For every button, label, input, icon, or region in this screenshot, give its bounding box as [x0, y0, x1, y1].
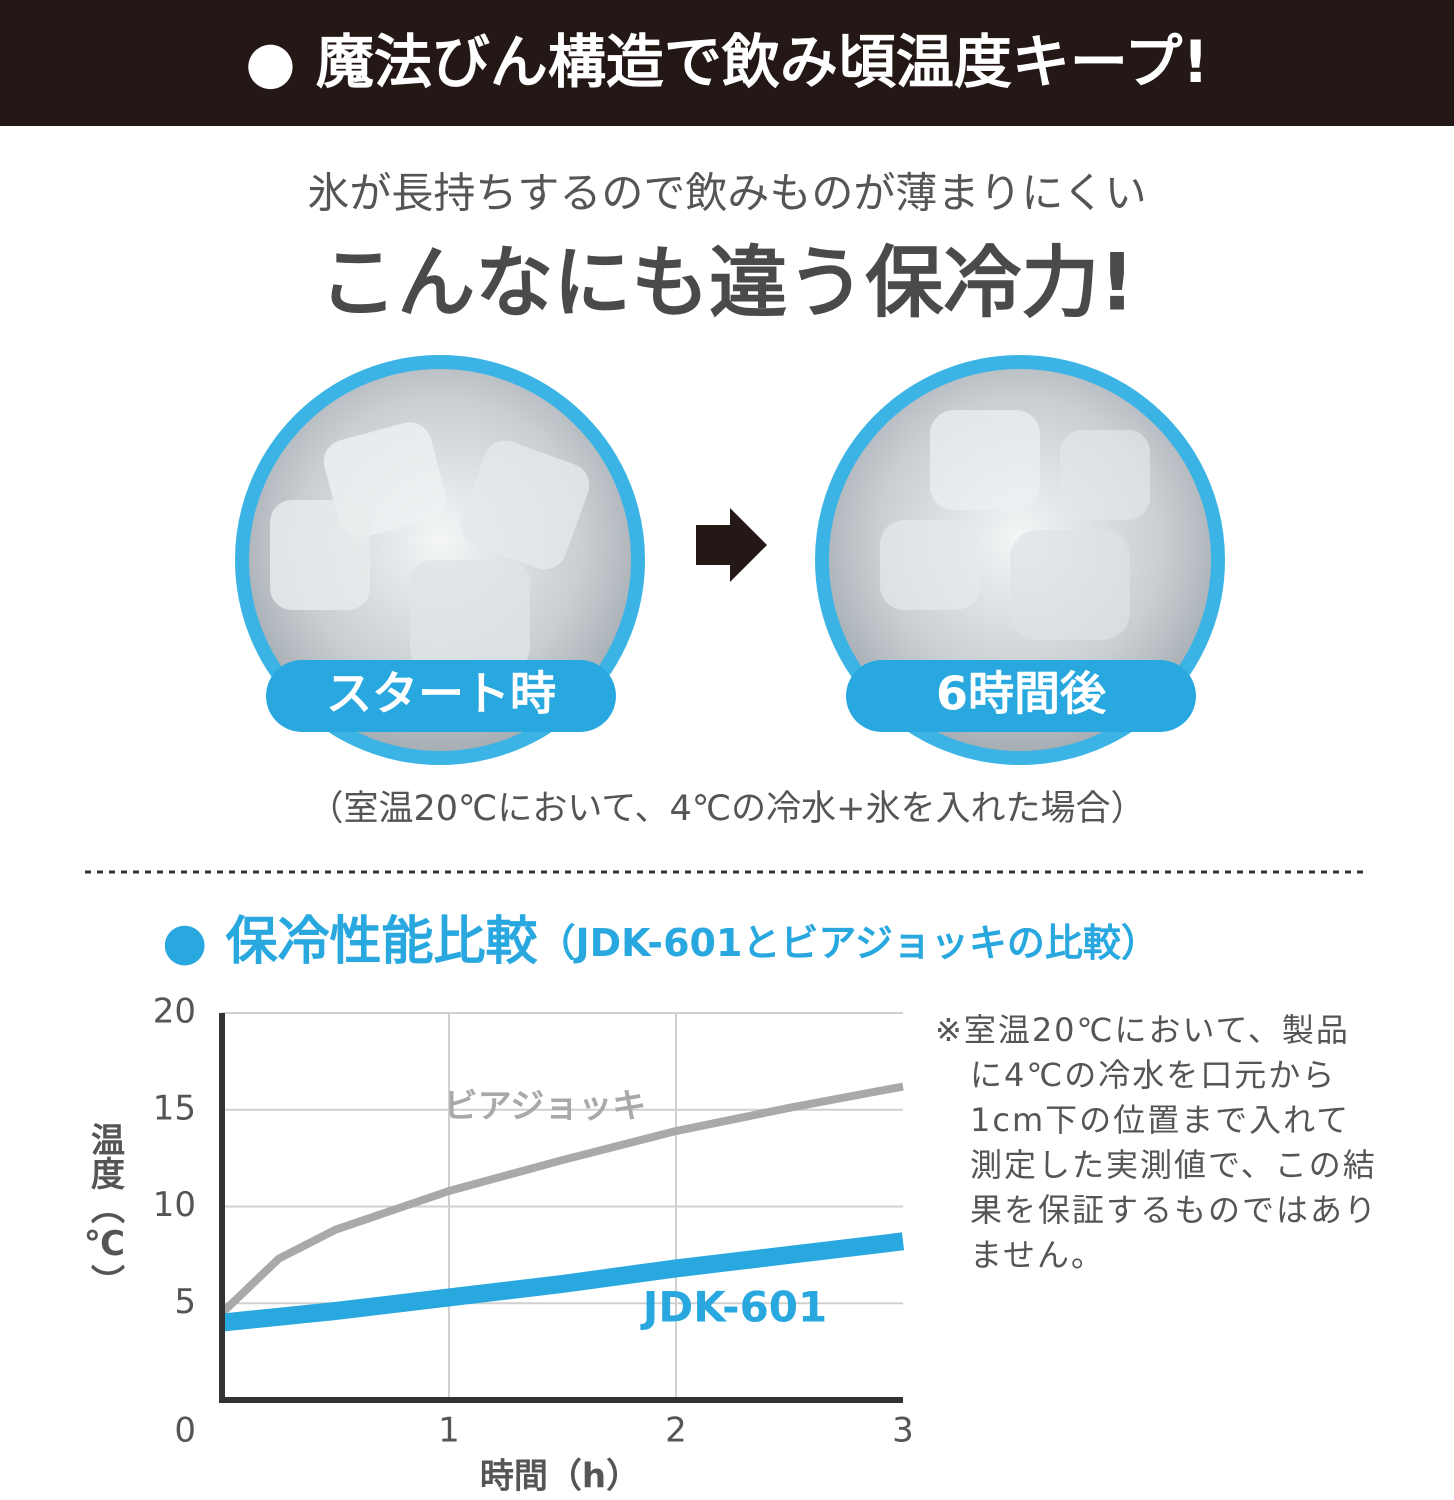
axes [219, 1013, 903, 1403]
y-tick-label: 15 [153, 1088, 196, 1128]
y-tick-label: 20 [153, 992, 196, 1032]
plot: 0 5 10 15 20 1 2 3 ビアジョッキ JDK-601 [153, 992, 914, 1451]
arrow [696, 508, 767, 582]
note-line: 果を保証するものではあり [970, 1191, 1378, 1229]
x-tick-label: 2 [665, 1411, 687, 1451]
before-pill [266, 660, 616, 732]
note-line: 測定した実測値で、この結 [970, 1146, 1377, 1184]
x-tick-label: 1 [438, 1411, 460, 1451]
condition-note: （室温20℃において、4℃の冷水+氷を入れた場合） [309, 789, 1146, 829]
series-line [219, 1082, 904, 1316]
note-line: ません。 [970, 1236, 1105, 1274]
note-line: に4℃の冷水を口元から [970, 1056, 1336, 1094]
after-photo [815, 355, 1225, 765]
after-label: 6時間後 [936, 667, 1107, 721]
series-label: JDK-601 [640, 1283, 828, 1332]
after-pill [846, 660, 1196, 732]
series-label: ビアジョッキ [444, 1087, 647, 1127]
chart-subtitle: （JDK-601とビアジョッキの比較） [537, 921, 1158, 965]
y-tick-label: 10 [153, 1185, 196, 1225]
note-line: ※室温20℃において、製品 [935, 1011, 1350, 1049]
intro-subtitle: 氷が長持ちするので飲みものが薄まりにくい [307, 169, 1146, 218]
y-tick-label: 5 [174, 1282, 196, 1322]
x-tick-label: 3 [892, 1411, 914, 1451]
x-axis-label: 時間（h） [480, 1457, 640, 1497]
y-tick-label: 0 [174, 1411, 196, 1451]
note-line: 1cm下の位置まで入れて [970, 1101, 1350, 1139]
series-line [221, 1232, 905, 1332]
intro-headline: こんなにも違う保冷力! [319, 238, 1135, 328]
chart-title: ● 保冷性能比較 [162, 912, 538, 972]
header-band [0, 0, 1454, 126]
before-photo [235, 355, 645, 765]
y-axis-label: 温度（℃） [85, 1122, 125, 1298]
header-title: ● 魔法びん構造で飲み頃温度キープ! [245, 28, 1209, 96]
chart-heading: ● 保冷性能比較（JDK-601とビアジョッキの比較） [162, 912, 1159, 972]
before-label: スタート時 [326, 667, 556, 721]
